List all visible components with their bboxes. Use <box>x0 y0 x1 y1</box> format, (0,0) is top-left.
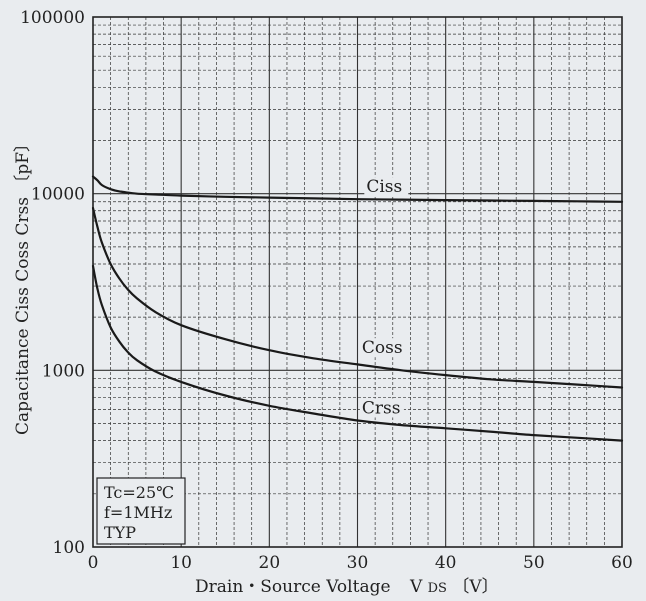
series-lines <box>91 175 624 442</box>
y-axis-title: Capacitance Ciss Coss Crss 〔pF〕 <box>13 135 33 435</box>
series-line-coss <box>91 206 624 389</box>
grid <box>93 17 622 547</box>
x-tick-label: 40 <box>435 553 457 573</box>
tick-labels: 0 10 20 30 40 50 60 100 1000 10000 100000 <box>20 8 633 573</box>
series-label-bg-coss <box>359 338 404 358</box>
series-label-crss: Crss <box>362 398 401 418</box>
plot-frame <box>92 16 623 548</box>
y-tick-label: 10000 <box>31 185 85 205</box>
condition-frequency: f=1MHz <box>104 503 172 522</box>
condition-typ: TYP <box>104 523 136 542</box>
x-tick-label: 10 <box>170 553 192 573</box>
conditions-box-frame <box>96 477 186 545</box>
x-axis-unit: 〔V〕 <box>452 577 498 597</box>
y-tick-label: 100000 <box>20 8 85 28</box>
series-labels: Ciss Coss Crss <box>359 177 409 418</box>
conditions-box: Tc=25℃ f=1MHz TYP <box>96 477 186 545</box>
series-line-ciss <box>91 175 624 203</box>
x-tick-label: 60 <box>611 553 633 573</box>
y-tick-label: 1000 <box>42 361 85 381</box>
x-tick-label: 20 <box>259 553 281 573</box>
x-axis-symbol: V <box>409 577 423 597</box>
x-tick-label: 50 <box>523 553 545 573</box>
condition-temperature: Tc=25℃ <box>104 483 174 502</box>
x-axis-subscript: DS <box>428 581 447 596</box>
x-axis-title: Drain・Source Voltage V DS 〔V〕 <box>195 577 499 597</box>
series-line-crss <box>91 264 624 442</box>
y-tick-label: 100 <box>53 538 85 558</box>
x-tick-label: 0 <box>88 553 99 573</box>
x-tick-label: 30 <box>347 553 369 573</box>
series-label-bg-ciss <box>364 177 409 197</box>
series-label-bg-crss <box>359 398 404 418</box>
series-label-ciss: Ciss <box>366 177 402 197</box>
x-axis-label: Drain・Source Voltage <box>195 577 391 597</box>
series-label-coss: Coss <box>362 338 403 358</box>
